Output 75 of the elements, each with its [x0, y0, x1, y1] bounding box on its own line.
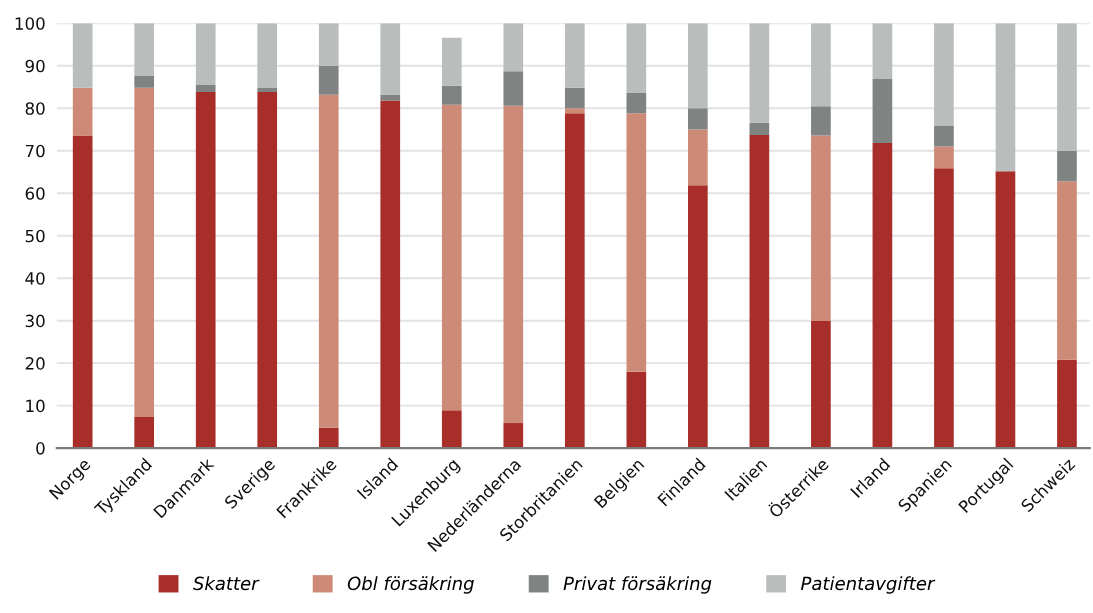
bar [72, 87, 93, 136]
bar [688, 23, 708, 109]
y-tick-label: 80 [25, 102, 45, 115]
bar [1057, 181, 1077, 360]
legend-label: Patientavgifter [801, 576, 936, 594]
bar [934, 126, 954, 147]
bar [503, 71, 524, 106]
y-tick-label: 30 [25, 314, 45, 328]
bar [688, 108, 708, 130]
bar [626, 113, 647, 372]
y-tick-label: 100 [15, 17, 45, 30]
bar [872, 143, 893, 449]
bar [72, 135, 93, 449]
bar [1057, 150, 1077, 182]
bar [257, 92, 278, 449]
bar [134, 417, 155, 449]
bar [934, 146, 954, 169]
bar [503, 105, 524, 424]
bar [564, 108, 585, 114]
bar [380, 23, 401, 96]
bar [134, 87, 155, 418]
bar [1057, 359, 1077, 449]
bar [749, 135, 770, 449]
legend-label: Obl försäkring [347, 576, 474, 594]
bar [318, 94, 339, 428]
bar [503, 423, 524, 449]
y-tick-label: 90 [25, 59, 45, 73]
bar [318, 23, 339, 66]
bar [257, 23, 278, 88]
y-tick-label: 70 [25, 144, 45, 158]
bar [257, 87, 278, 93]
legend-label: Privat försäkring [563, 576, 712, 594]
bar [564, 23, 585, 88]
legend-label: Skatter [193, 576, 260, 591]
bar [688, 129, 708, 186]
bar [811, 321, 831, 449]
bar [441, 85, 462, 105]
bar [564, 113, 585, 449]
bar [934, 168, 954, 449]
bar [503, 23, 524, 72]
bar [934, 23, 954, 127]
bar [380, 95, 401, 101]
y-tick-label: 10 [26, 399, 45, 413]
bar [749, 122, 770, 136]
bar [995, 23, 1016, 172]
bar [134, 23, 155, 76]
bar [195, 92, 216, 449]
bar [441, 410, 462, 449]
bar [995, 171, 1016, 449]
bar [749, 23, 770, 123]
bar [380, 100, 401, 449]
y-tick-label: 60 [25, 187, 45, 200]
bar [626, 371, 647, 449]
bar [72, 23, 93, 88]
bar [872, 23, 893, 79]
bar [195, 84, 216, 93]
bar [441, 37, 462, 86]
bar [626, 23, 647, 93]
y-tick-label: 50 [25, 229, 45, 243]
bar [626, 92, 647, 114]
bar [441, 104, 462, 411]
bar [318, 427, 339, 449]
bar [688, 185, 708, 449]
y-tick-label: 0 [36, 442, 45, 455]
bar [195, 23, 216, 85]
bar [134, 75, 155, 88]
y-tick-label: 20 [25, 357, 45, 370]
bar [811, 106, 831, 136]
bar [872, 78, 893, 144]
bar [811, 135, 831, 322]
bar [564, 87, 585, 109]
bar [1057, 23, 1077, 151]
bar [318, 65, 339, 95]
bar [811, 23, 831, 107]
y-tick-label: 40 [25, 272, 45, 285]
